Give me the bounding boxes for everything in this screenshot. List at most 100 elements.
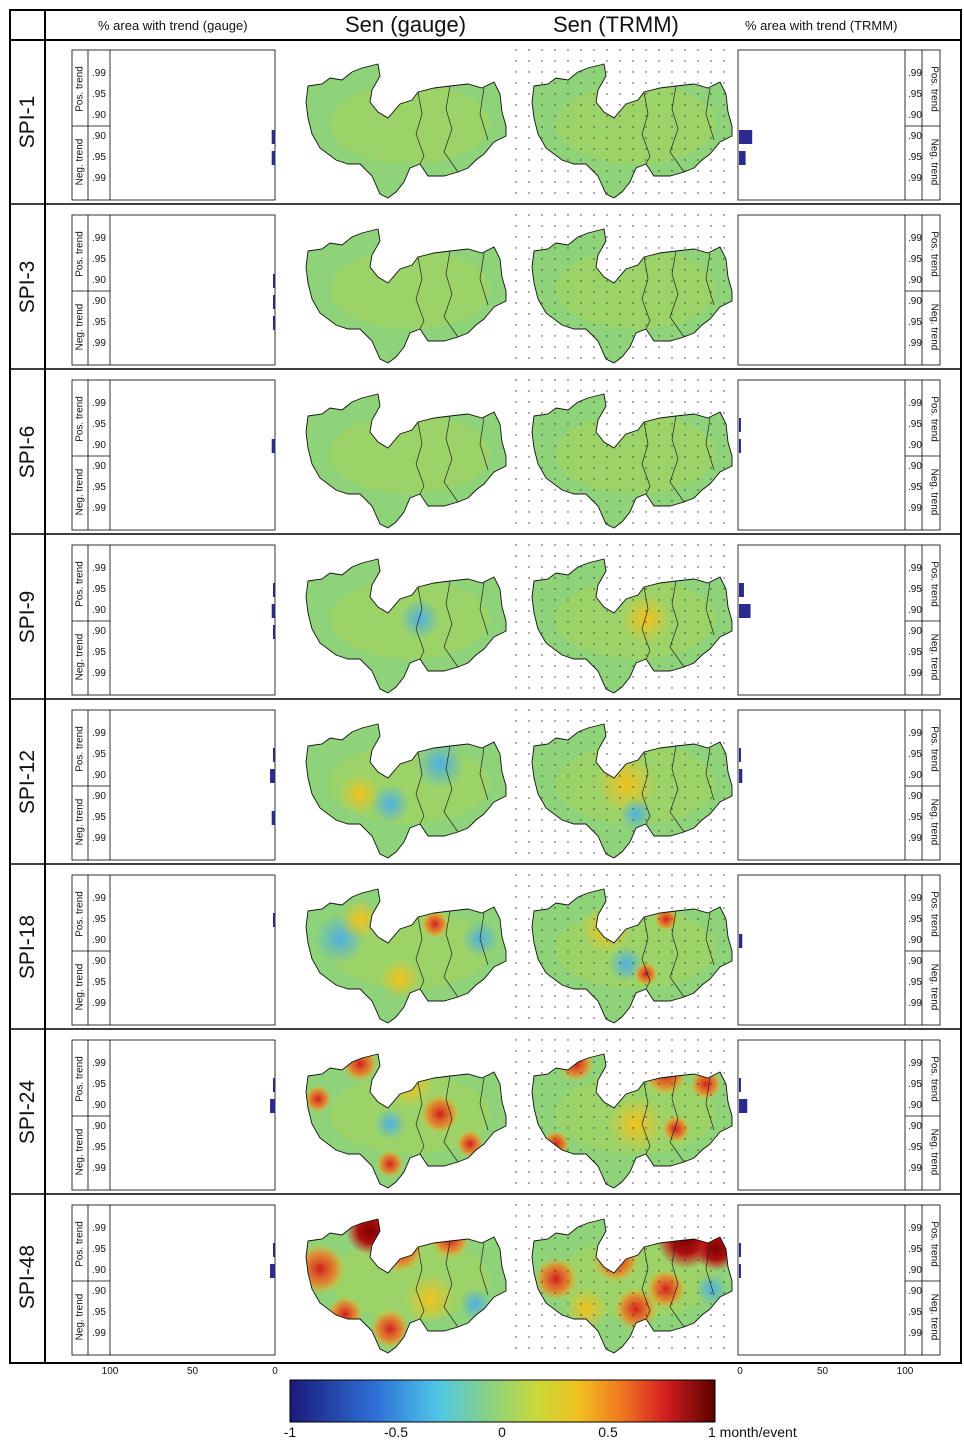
sen-trmm-map-grid-dot — [567, 401, 569, 403]
sen-trmm-map-grid-dot — [528, 786, 530, 788]
sen-trmm-map-grid-dot — [554, 1050, 556, 1052]
trend-bar — [273, 316, 275, 330]
sen-gauge-map — [305, 723, 507, 859]
sen-trmm-map-grid-dot — [619, 192, 621, 194]
sen-trmm-map-grid-dot — [541, 181, 543, 183]
sen-trmm-map-grid-dot — [515, 687, 517, 689]
sen-trmm-map-grid-dot — [684, 247, 686, 249]
sen-trmm-map-grid-dot — [619, 610, 621, 612]
sen-trmm-map-grid-dot — [554, 1171, 556, 1173]
trend-bar — [271, 130, 275, 144]
sen-trmm-map-grid-dot — [619, 1061, 621, 1063]
sen-trmm-map-grid-dot — [580, 1336, 582, 1338]
sen-trmm-map-grid-dot — [645, 709, 647, 711]
sen-trmm-map-grid-dot — [632, 896, 634, 898]
sen-trmm-map-grid-dot — [606, 566, 608, 568]
sen-trmm-map-grid-dot — [567, 335, 569, 337]
sen-trmm-map-grid-dot — [710, 819, 712, 821]
sen-trmm-map-grid-dot — [723, 214, 725, 216]
sen-trmm-map-grid-dot — [619, 412, 621, 414]
sen-trmm-map-grid-dot — [723, 313, 725, 315]
sen-trmm-map-grid-dot — [619, 522, 621, 524]
sen-trmm-map-grid-dot — [606, 192, 608, 194]
sen-trmm-map-grid-dot — [515, 324, 517, 326]
sen-trmm-map-grid-dot — [658, 1138, 660, 1140]
sen-trmm-map-grid-dot — [723, 588, 725, 590]
sen-trmm-map-grid-dot — [554, 1314, 556, 1316]
sen-trmm-map-grid-dot — [723, 643, 725, 645]
sen-trmm-map-grid-dot — [593, 115, 595, 117]
sen-trmm-map-grid-dot — [710, 236, 712, 238]
sen-trmm-map-grid-dot — [515, 544, 517, 546]
sen-trmm-map-grid-dot — [593, 1336, 595, 1338]
sen-trmm-map-grid-dot — [619, 643, 621, 645]
sen-trmm-map-grid-dot — [619, 423, 621, 425]
sen-trmm-map-grid-dot — [723, 104, 725, 106]
sen-trmm-map-grid-dot — [593, 401, 595, 403]
sen-trmm-map-grid-dot — [554, 731, 556, 733]
sen-trmm-map-grid-dot — [580, 1138, 582, 1140]
sen-trmm-map-grid-dot — [684, 819, 686, 821]
sen-trmm-map-grid-dot — [593, 291, 595, 293]
sen-trmm-map-grid-dot — [515, 588, 517, 590]
sen-trmm-map-grid-dot — [593, 500, 595, 502]
sen-trmm-map-grid-dot — [710, 258, 712, 260]
sen-trmm-map-grid-dot — [619, 269, 621, 271]
sen-trmm-map-grid-dot — [541, 665, 543, 667]
sen-trmm-map-grid-dot — [658, 709, 660, 711]
sen-trmm-map-grid-dot — [645, 1083, 647, 1085]
sen-trmm-map-grid-dot — [684, 49, 686, 51]
sen-trmm-map-grid-dot — [554, 1259, 556, 1261]
sen-trmm-map-grid-dot — [554, 324, 556, 326]
sen-trmm-map-grid-dot — [710, 764, 712, 766]
sen-trmm-map-grid-dot — [723, 929, 725, 931]
trmm-level-label: .95 — [908, 1142, 922, 1153]
sen-trmm-map-grid-dot — [593, 247, 595, 249]
sen-trmm-map-grid-dot — [697, 973, 699, 975]
row-label: SPI-6 — [16, 425, 39, 479]
sen-gauge-map-field — [330, 414, 490, 494]
sen-trmm-map-grid-dot — [606, 1083, 608, 1085]
sen-trmm-map-grid-dot — [632, 1160, 634, 1162]
sen-trmm-map-grid-dot — [671, 269, 673, 271]
sen-trmm-map-grid-dot — [580, 885, 582, 887]
sen-trmm-map-grid-dot — [723, 764, 725, 766]
sen-trmm-map-grid-dot — [645, 808, 647, 810]
sen-trmm-map-grid-dot — [710, 1270, 712, 1272]
sen-trmm-map-grid-dot — [632, 775, 634, 777]
sen-gauge-map-spot — [459, 1288, 491, 1320]
sen-trmm-map-grid-dot — [697, 1116, 699, 1118]
sen-trmm-map-grid-dot — [658, 49, 660, 51]
sen-trmm-map-grid-dot — [515, 236, 517, 238]
sen-trmm-map-grid-dot — [645, 665, 647, 667]
sen-trmm-map-grid-dot — [554, 1347, 556, 1349]
sen-trmm-map-grid-dot — [697, 995, 699, 997]
sen-trmm-map-grid-dot — [658, 1347, 660, 1349]
sen-trmm-map-field — [556, 414, 716, 494]
sen-trmm-map-grid-dot — [723, 148, 725, 150]
sen-trmm-map-grid-dot — [697, 1248, 699, 1250]
sen-trmm-map-grid-dot — [645, 610, 647, 612]
sen-trmm-map-grid-dot — [580, 126, 582, 128]
sen-trmm-map-grid-dot — [697, 566, 699, 568]
sen-trmm-map-grid-dot — [580, 896, 582, 898]
sen-trmm-map-grid-dot — [684, 720, 686, 722]
trmm-pos-trend-label: Pos. trend — [928, 1221, 940, 1267]
sen-trmm-map-grid-dot — [723, 1325, 725, 1327]
sen-trmm-map-grid-dot — [710, 456, 712, 458]
sen-trmm-map-grid-dot — [528, 775, 530, 777]
sen-trmm-map-grid-dot — [606, 786, 608, 788]
sen-trmm-map-grid-dot — [541, 159, 543, 161]
sen-trmm-map-grid-dot — [567, 775, 569, 777]
sen-trmm-map-grid-dot — [541, 885, 543, 887]
sen-trmm-map-grid-dot — [710, 126, 712, 128]
sen-trmm-map-grid-dot — [671, 1347, 673, 1349]
sen-trmm-map-grid-dot — [528, 60, 530, 62]
sen-trmm-map-grid-dot — [515, 390, 517, 392]
sen-trmm-map-grid-dot — [723, 808, 725, 810]
sen-trmm-map-grid-dot — [619, 1050, 621, 1052]
sen-trmm-map-grid-dot — [528, 71, 530, 73]
sen-gauge-map-tone — [330, 249, 490, 329]
sen-trmm-map-grid-dot — [658, 566, 660, 568]
sen-trmm-map-grid-dot — [671, 819, 673, 821]
